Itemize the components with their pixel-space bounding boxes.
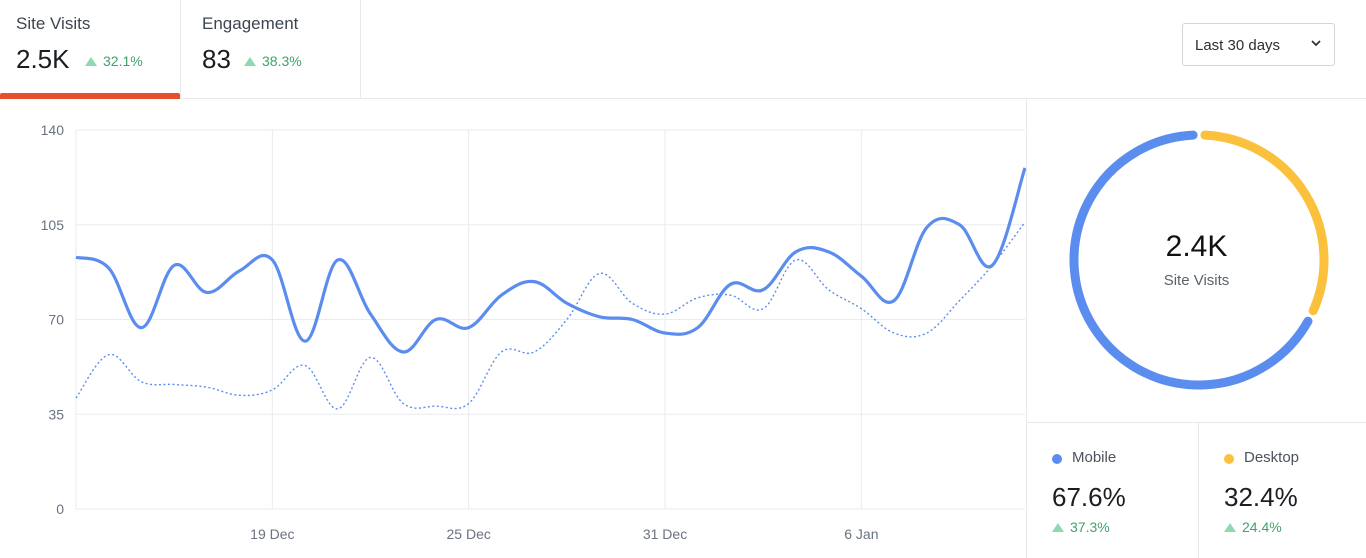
tab-change-value: 32.1% — [103, 53, 143, 69]
y-tick-label: 105 — [41, 217, 65, 233]
series-line-current — [75, 167, 1026, 354]
donut-chart — [1069, 130, 1329, 390]
legend-mobile: Mobile 67.6% 37.3% — [1027, 423, 1199, 558]
donut-total: 2.4K — [1165, 230, 1228, 263]
mobile-dot-icon — [1052, 454, 1062, 464]
x-tick-label: 25 Dec — [447, 526, 491, 542]
donut-slice-desktop — [1200, 130, 1329, 316]
tab-name: Site Visits — [16, 14, 91, 33]
tab-site-visits[interactable]: Site Visits 2.5K 32.1% — [0, 0, 181, 99]
donut-panel: 2.4K Site Visits — [1027, 100, 1366, 422]
tab-value: 2.5K — [16, 44, 70, 74]
legend-name: Mobile — [1072, 449, 1117, 466]
legend-change: 37.3% — [1052, 519, 1110, 535]
metrics-header: Site Visits 2.5K 32.1% Engagement 83 38.… — [0, 0, 1366, 99]
date-range-select[interactable]: Last 30 days — [1182, 23, 1335, 66]
divider — [1026, 100, 1027, 558]
donut-label: Site Visits — [1163, 272, 1230, 289]
up-arrow-icon — [1052, 523, 1064, 532]
x-tick-label: 19 Dec — [250, 526, 294, 542]
legend-change-value: 37.3% — [1070, 519, 1110, 535]
desktop-dot-icon — [1224, 454, 1234, 464]
legend-percent: 32.4% — [1224, 482, 1298, 512]
up-arrow-icon — [244, 57, 256, 66]
legend-change-value: 24.4% — [1242, 519, 1282, 535]
tab-change: 32.1% — [85, 53, 143, 69]
x-tick-label: 31 Dec — [643, 526, 687, 542]
legend-name: Desktop — [1244, 449, 1300, 466]
tab-change: 38.3% — [244, 53, 302, 69]
tab-engagement[interactable]: Engagement 83 38.3% — [181, 0, 361, 98]
date-range-label: Last 30 days — [1195, 37, 1281, 54]
y-tick-label: 140 — [41, 122, 65, 138]
x-tick-label: 6 Jan — [844, 526, 878, 542]
active-tab-indicator — [0, 93, 180, 99]
line-chart: 0 35 70 105 140 19 Dec 25 Dec 31 Dec 6 Jan — [41, 122, 1026, 542]
y-tick-label: 0 — [56, 501, 64, 517]
up-arrow-icon — [1224, 523, 1236, 532]
y-tick-label: 35 — [48, 406, 64, 422]
tab-name: Engagement — [202, 14, 299, 33]
legend-percent: 67.6% — [1052, 482, 1126, 512]
up-arrow-icon — [85, 57, 97, 66]
donut-legend: Mobile 67.6% 37.3% Desktop 32.4% 24.4% — [1027, 422, 1366, 558]
chevron-down-icon — [1311, 40, 1321, 47]
donut-slice-mobile — [1069, 130, 1313, 390]
y-tick-label: 70 — [48, 312, 64, 328]
tab-value: 83 — [202, 44, 231, 74]
legend-desktop: Desktop 32.4% 24.4% — [1199, 423, 1366, 558]
legend-change: 24.4% — [1224, 519, 1282, 535]
tab-change-value: 38.3% — [262, 53, 302, 69]
series-line-previous — [75, 221, 1026, 410]
